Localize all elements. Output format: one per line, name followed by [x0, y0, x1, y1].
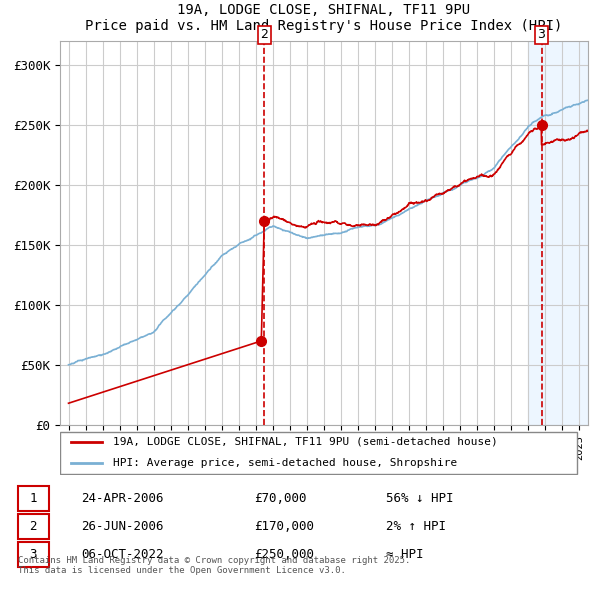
- FancyBboxPatch shape: [60, 432, 577, 474]
- Text: 2% ↑ HPI: 2% ↑ HPI: [386, 520, 446, 533]
- Text: 3: 3: [538, 28, 545, 41]
- Text: 19A, LODGE CLOSE, SHIFNAL, TF11 9PU (semi-detached house): 19A, LODGE CLOSE, SHIFNAL, TF11 9PU (sem…: [113, 437, 497, 447]
- Text: 2: 2: [29, 520, 37, 533]
- Bar: [529, 41, 588, 425]
- FancyBboxPatch shape: [18, 514, 49, 539]
- Text: 06-OCT-2022: 06-OCT-2022: [81, 548, 164, 561]
- Text: £70,000: £70,000: [254, 492, 307, 505]
- Text: HPI: Average price, semi-detached house, Shropshire: HPI: Average price, semi-detached house,…: [113, 458, 457, 467]
- Text: Contains HM Land Registry data © Crown copyright and database right 2025.
This d: Contains HM Land Registry data © Crown c…: [18, 556, 410, 575]
- Text: 3: 3: [29, 548, 37, 561]
- FancyBboxPatch shape: [18, 486, 49, 511]
- Text: 26-JUN-2006: 26-JUN-2006: [81, 520, 164, 533]
- Text: 24-APR-2006: 24-APR-2006: [81, 492, 164, 505]
- Text: 56% ↓ HPI: 56% ↓ HPI: [386, 492, 454, 505]
- FancyBboxPatch shape: [18, 542, 49, 568]
- Text: £170,000: £170,000: [254, 520, 314, 533]
- Text: £250,000: £250,000: [254, 548, 314, 561]
- Text: 1: 1: [29, 492, 37, 505]
- Text: 2: 2: [260, 28, 268, 41]
- Text: ≈ HPI: ≈ HPI: [386, 548, 424, 561]
- Title: 19A, LODGE CLOSE, SHIFNAL, TF11 9PU
Price paid vs. HM Land Registry's House Pric: 19A, LODGE CLOSE, SHIFNAL, TF11 9PU Pric…: [85, 3, 563, 33]
